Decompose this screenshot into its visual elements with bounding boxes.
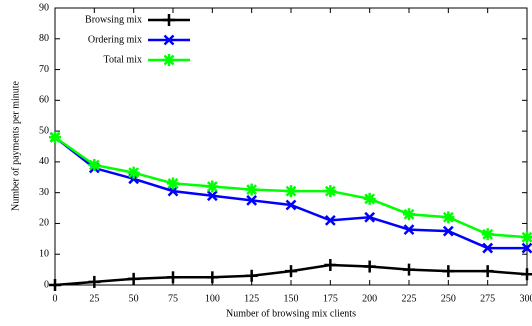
x-tick-label: 75	[168, 293, 178, 304]
y-tick-label: 40	[39, 156, 49, 167]
marker-stroke	[521, 231, 532, 243]
data-point	[49, 279, 61, 291]
y-tick-label: 20	[39, 218, 49, 229]
data-point	[442, 211, 455, 224]
x-tick-label: 225	[402, 293, 417, 304]
x-axis-label: Number of browsing mix clients	[226, 308, 356, 319]
data-point	[285, 265, 297, 278]
marker-stroke	[163, 54, 175, 66]
data-point	[481, 228, 494, 241]
data-point	[285, 185, 297, 198]
x-tick-label: 200	[362, 293, 377, 304]
marker-stroke	[482, 228, 494, 240]
data-point	[245, 183, 258, 196]
data-point	[49, 131, 61, 144]
legend-marker	[163, 34, 175, 46]
marker-stroke	[403, 224, 415, 235]
legend-marker	[163, 54, 175, 66]
data-point	[206, 180, 219, 193]
data-point	[246, 194, 258, 206]
data-point	[88, 275, 101, 288]
y-tick-label: 60	[39, 95, 49, 106]
x-tick-label: 0	[53, 293, 58, 304]
data-point	[482, 242, 494, 254]
x-tick-label: 25	[89, 293, 99, 304]
y-tick-label: 0	[44, 279, 49, 290]
data-point	[403, 208, 415, 221]
data-point	[442, 225, 454, 237]
legend-label: Ordering mix	[88, 34, 142, 45]
x-tick-label: 150	[284, 293, 299, 304]
data-point	[245, 269, 258, 282]
marker-stroke	[128, 167, 140, 179]
legend-marker	[163, 14, 175, 26]
data-point	[206, 190, 218, 202]
data-point	[403, 263, 415, 276]
marker-stroke	[167, 178, 179, 189]
y-tick-label: 70	[39, 64, 49, 75]
marker-stroke	[482, 242, 494, 254]
x-tick-label: 250	[441, 293, 456, 304]
x-tick-label: 125	[244, 293, 259, 304]
marker-stroke	[442, 211, 454, 223]
marker-stroke	[285, 199, 297, 211]
marker-stroke	[442, 225, 454, 237]
data-point	[364, 211, 376, 223]
data-point	[324, 214, 336, 226]
data-point	[481, 265, 494, 278]
data-point	[88, 158, 101, 171]
data-point	[521, 242, 532, 254]
plot-frame	[54, 7, 528, 286]
data-point	[442, 265, 455, 278]
marker-stroke	[88, 159, 100, 171]
marker-stroke	[324, 214, 336, 226]
marker-stroke	[324, 185, 336, 197]
data-point	[324, 258, 337, 271]
y-tick-label: 30	[39, 187, 49, 198]
x-tick-label: 300	[520, 293, 532, 304]
marker-stroke	[49, 131, 61, 143]
marker-stroke	[403, 208, 415, 220]
x-tick-label: 275	[480, 293, 495, 304]
y-tick-label: 50	[39, 125, 49, 136]
data-point	[521, 268, 532, 281]
x-tick-label: 50	[129, 293, 139, 304]
data-point	[167, 271, 179, 284]
marker-stroke	[521, 242, 532, 254]
data-point	[127, 272, 140, 285]
data-point	[324, 185, 337, 198]
data-point	[206, 271, 219, 284]
legend-label: Total mix	[104, 54, 142, 65]
marker-stroke	[246, 184, 258, 195]
marker-stroke	[285, 185, 297, 197]
marker-stroke	[206, 181, 218, 192]
marker-stroke	[163, 34, 175, 46]
data-point	[363, 192, 376, 205]
data-point	[285, 199, 297, 211]
data-point	[167, 177, 179, 190]
marker-stroke	[206, 190, 218, 202]
y-tick-label: 10	[39, 249, 49, 260]
legend-label: Browsing mix	[85, 14, 142, 25]
y-tick-label: 80	[39, 33, 49, 44]
x-tick-label: 175	[323, 293, 338, 304]
data-point	[127, 166, 140, 179]
marker-stroke	[364, 193, 376, 205]
marker-stroke	[364, 211, 376, 223]
data-point	[403, 224, 415, 235]
data-point	[363, 260, 376, 273]
y-tick-label: 90	[39, 2, 49, 13]
x-tick-label: 100	[205, 293, 220, 304]
y-axis-label: Number of payments per minute	[10, 80, 21, 211]
data-point	[521, 231, 532, 244]
marker-stroke	[246, 194, 258, 206]
